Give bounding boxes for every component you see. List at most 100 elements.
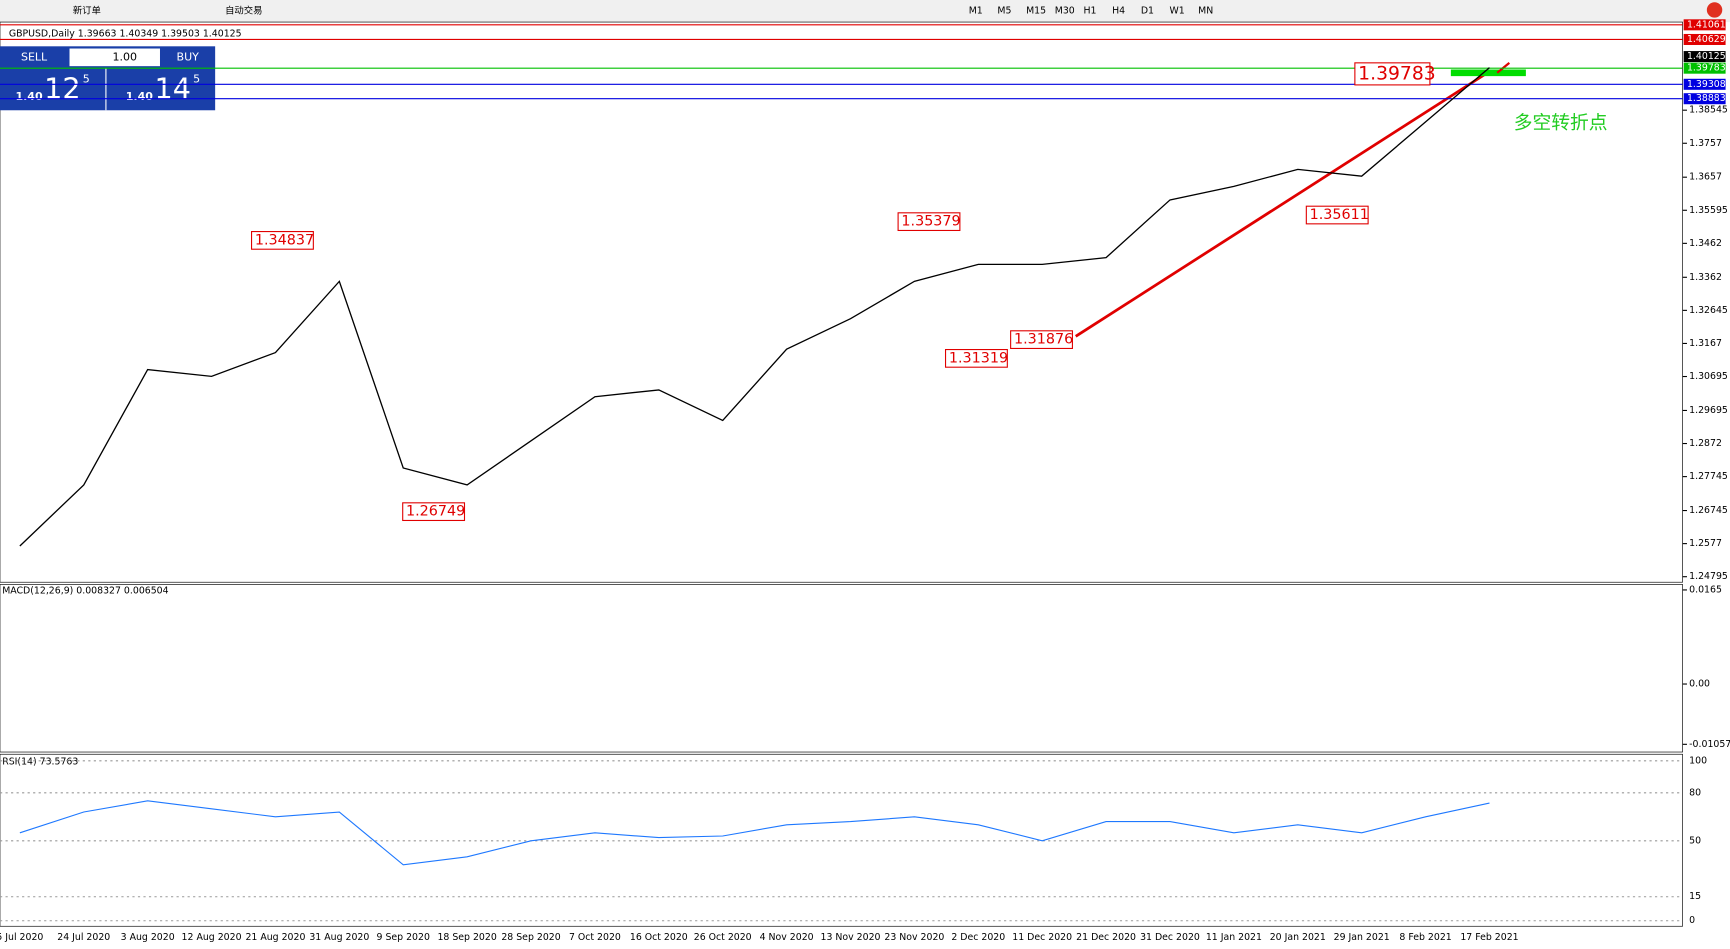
x-tick-label: 16 Oct 2020 bbox=[630, 932, 688, 943]
y-tick-label: 15 bbox=[1689, 891, 1701, 902]
level-tag bbox=[1683, 78, 1726, 90]
level-tag bbox=[1683, 51, 1726, 63]
x-tick-label: 9 Sep 2020 bbox=[377, 932, 430, 943]
buy-big: 1.40 bbox=[126, 90, 154, 103]
x-tick-label: 4 Nov 2020 bbox=[760, 932, 814, 943]
price-annotation-box bbox=[1354, 62, 1431, 86]
trade-panel: SELL BUY 1.00 1.40 12 5 1.40 14 5 bbox=[0, 46, 216, 111]
buy-pips: 14 bbox=[154, 71, 190, 105]
price-annotation-box bbox=[897, 212, 961, 232]
y-tick-label: 1.24795 bbox=[1689, 571, 1728, 582]
price-annotation-box bbox=[944, 348, 1008, 368]
level-tag bbox=[1683, 19, 1726, 31]
price-annotation-box bbox=[251, 231, 314, 250]
level-label: 1.39783 bbox=[1687, 63, 1726, 74]
price-annotation: 1.31319 bbox=[949, 350, 1008, 366]
y-tick-label: -0.010571 bbox=[1689, 739, 1730, 750]
x-tick-label: 3 Aug 2020 bbox=[121, 932, 175, 943]
y-tick-label: 0.0165 bbox=[1689, 584, 1722, 595]
price-annotation-box bbox=[402, 502, 466, 522]
buy-button[interactable]: BUY bbox=[177, 50, 200, 63]
y-tick-label: 1.29695 bbox=[1689, 405, 1728, 416]
price-annotation-box bbox=[1010, 330, 1073, 349]
x-tick-label: 11 Dec 2020 bbox=[1012, 932, 1072, 943]
x-tick-label: 20 Jan 2021 bbox=[1270, 932, 1326, 943]
x-tick-label: 28 Sep 2020 bbox=[501, 932, 560, 943]
new-order-button[interactable]: 新订单 bbox=[73, 5, 101, 17]
x-tick-label: 18 Sep 2020 bbox=[437, 932, 496, 943]
x-tick-label: 31 Aug 2020 bbox=[309, 932, 369, 943]
toolbar bbox=[0, 0, 1730, 23]
auto-trade-button[interactable]: 自动交易 bbox=[225, 5, 262, 17]
price-annotation: 1.26749 bbox=[406, 504, 465, 520]
price-annotation: 1.35379 bbox=[901, 214, 960, 230]
timeframe-button[interactable]: W1 bbox=[1170, 6, 1185, 17]
x-tick-label: 13 Nov 2020 bbox=[821, 932, 881, 943]
timeframe-button[interactable]: H4 bbox=[1112, 6, 1125, 17]
y-tick-label: 1.30695 bbox=[1689, 371, 1728, 382]
timeframe-button[interactable]: M30 bbox=[1055, 6, 1075, 17]
y-tick-label: 1.35595 bbox=[1689, 205, 1728, 216]
timeframe-button[interactable]: M1 bbox=[969, 6, 983, 17]
chart-title: GBPUSD,Daily 1.39663 1.40349 1.39503 1.4… bbox=[9, 29, 242, 40]
level-label: 1.39308 bbox=[1687, 79, 1726, 90]
x-tick-label: 21 Dec 2020 bbox=[1076, 932, 1136, 943]
volume[interactable]: 1.00 bbox=[113, 50, 138, 63]
price-annotation: 1.35611 bbox=[1310, 207, 1369, 223]
timeframe-button[interactable]: M5 bbox=[997, 6, 1011, 17]
y-tick-label: 80 bbox=[1689, 787, 1701, 798]
x-tick-label: 12 Aug 2020 bbox=[182, 932, 242, 943]
main-panel bbox=[0, 21, 1683, 583]
y-tick-label: 1.3167 bbox=[1689, 338, 1722, 349]
sell-frac: 5 bbox=[83, 72, 90, 85]
price-annotation: 1.34837 bbox=[255, 232, 314, 248]
trend-line bbox=[1074, 73, 1485, 338]
rsi-line bbox=[19, 800, 1490, 866]
x-tick-label: 7 Oct 2020 bbox=[569, 932, 621, 943]
buy-frac: 5 bbox=[193, 72, 200, 85]
macd-panel bbox=[0, 584, 1683, 753]
timeframe-button[interactable]: H1 bbox=[1083, 6, 1096, 17]
x-tick-label: 26 Oct 2020 bbox=[694, 932, 752, 943]
timeframe-button[interactable]: D1 bbox=[1141, 6, 1154, 17]
level-label: 1.40125 bbox=[1687, 51, 1726, 62]
x-tick-label: 2 Dec 2020 bbox=[951, 932, 1005, 943]
note: 多空转折点 bbox=[1514, 112, 1608, 134]
level-tag bbox=[1683, 93, 1726, 105]
y-tick-label: 1.3362 bbox=[1689, 272, 1722, 283]
price-annotation: 1.39783 bbox=[1358, 63, 1436, 84]
x-tick-label: 5 Jul 2020 bbox=[0, 932, 43, 943]
y-tick-label: 1.26745 bbox=[1689, 505, 1728, 516]
level-label: 1.40629 bbox=[1687, 34, 1726, 45]
x-tick-label: 31 Dec 2020 bbox=[1140, 932, 1200, 943]
y-tick-label: 100 bbox=[1689, 755, 1707, 766]
x-tick-label: 11 Jan 2021 bbox=[1206, 932, 1262, 943]
y-tick-label: 50 bbox=[1689, 835, 1701, 846]
y-tick-label: 1.32645 bbox=[1689, 305, 1728, 316]
level-tag bbox=[1683, 33, 1726, 45]
y-tick-label: 1.2577 bbox=[1689, 538, 1722, 549]
timeframe-button[interactable]: MN bbox=[1198, 6, 1213, 17]
y-tick-label: 1.27745 bbox=[1689, 471, 1728, 482]
y-tick-label: 1.2872 bbox=[1689, 438, 1722, 449]
alert-icon[interactable] bbox=[1706, 2, 1723, 18]
x-tick-label: 29 Jan 2021 bbox=[1334, 932, 1390, 943]
y-tick-label: 0 bbox=[1689, 915, 1695, 926]
x-tick-label: 21 Aug 2020 bbox=[245, 932, 305, 943]
price-line bbox=[19, 67, 1490, 547]
y-tick-label: 1.3757 bbox=[1689, 138, 1722, 149]
rsi-title: RSI(14) 73.5763 bbox=[2, 756, 78, 767]
level-tag bbox=[1683, 62, 1726, 74]
level-label: 1.41061 bbox=[1687, 19, 1726, 30]
y-tick-label: 1.3462 bbox=[1689, 238, 1722, 249]
volume-box[interactable] bbox=[69, 48, 160, 67]
x-tick-label: 8 Feb 2021 bbox=[1399, 932, 1451, 943]
price-annotation: 1.31876 bbox=[1014, 332, 1073, 348]
timeframe-button[interactable]: M15 bbox=[1026, 6, 1046, 17]
sell-button[interactable]: SELL bbox=[21, 50, 48, 63]
y-tick-label: 0.00 bbox=[1689, 679, 1710, 690]
y-tick-label: 1.3657 bbox=[1689, 172, 1722, 183]
macd-title: MACD(12,26,9) 0.008327 0.006504 bbox=[2, 586, 168, 597]
